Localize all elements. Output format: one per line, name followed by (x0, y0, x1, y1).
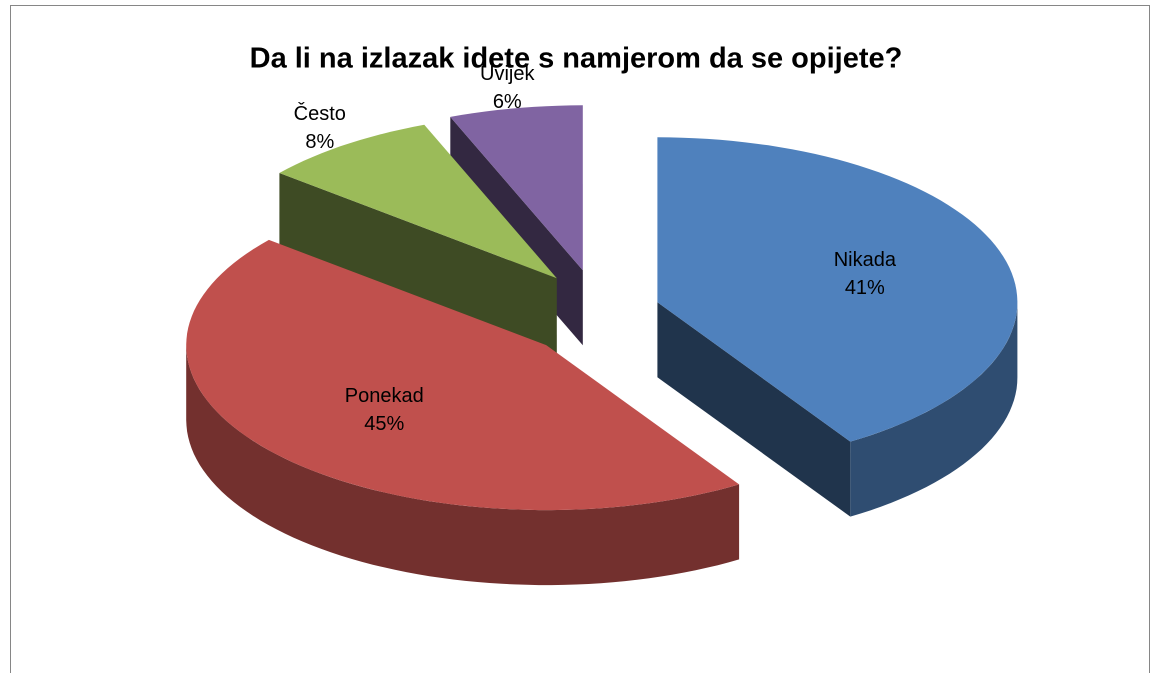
chart-title: Da li na izlazak idete s namjerom da se … (250, 43, 903, 75)
data-label-value: 8% (305, 131, 334, 153)
slice-side (279, 173, 557, 354)
slice (279, 124, 557, 354)
chart-border (10, 5, 1150, 673)
slice-top (450, 105, 583, 271)
slice-top (657, 137, 1018, 442)
data-label-category: Nikada (834, 249, 897, 271)
slice (657, 137, 1018, 517)
slice-side (657, 302, 851, 517)
data-label-category: Uvijek (480, 63, 535, 85)
data-label-value: 6% (493, 91, 522, 113)
slice-side (186, 345, 740, 586)
slice-side (850, 302, 1018, 517)
data-label-category: Često (294, 102, 346, 125)
slice-top (279, 124, 557, 279)
slice (186, 239, 740, 586)
data-label-value: 45% (364, 413, 404, 435)
data-label-value: 41% (845, 277, 885, 299)
slice-top (186, 239, 740, 511)
data-label-category: Ponekad (345, 385, 424, 407)
